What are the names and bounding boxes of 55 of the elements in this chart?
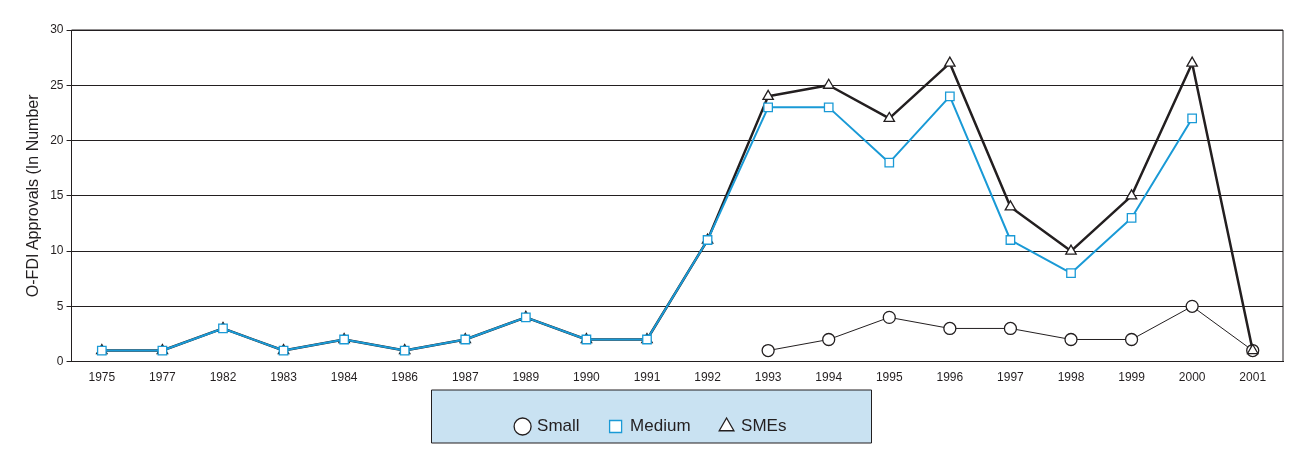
point: [822, 78, 835, 89]
point: [1185, 299, 1199, 313]
y-tick-label: 25: [50, 77, 64, 92]
point: [822, 332, 836, 347]
point: [823, 102, 834, 113]
x-tick-label: 1982: [209, 370, 237, 385]
x-tick-label: 1991: [633, 370, 661, 385]
point: [943, 321, 957, 336]
point: [1186, 56, 1198, 67]
point: [1187, 113, 1198, 124]
x-tick-label: 1984: [330, 370, 358, 385]
y-tick-label: 15: [50, 188, 64, 203]
legend-label: Small: [537, 416, 580, 436]
x-tick-label: 1989: [512, 370, 540, 385]
point: [883, 111, 896, 123]
x-tick-label: 1995: [875, 370, 903, 385]
legend-label: SMEs: [741, 416, 787, 436]
point: [1065, 244, 1077, 255]
y-axis-title: O-FDI Approvals (In Number: [24, 93, 42, 298]
x-tick-label: 1996: [936, 370, 964, 385]
point: [944, 91, 955, 102]
point: [761, 343, 775, 358]
x-tick-label: 1992: [694, 370, 722, 385]
x-tick-label: 1987: [451, 370, 479, 385]
point: [1004, 200, 1017, 211]
legend-label: Medium: [630, 416, 691, 436]
point: [762, 89, 774, 100]
x-tick-label: 1993: [754, 370, 782, 385]
x-tick-label: 1975: [88, 370, 116, 385]
x-tick-label: 1983: [270, 370, 298, 385]
point: [1126, 213, 1137, 223]
y-tick-label: 10: [50, 243, 64, 258]
point: [1066, 268, 1076, 279]
y-tick-label: 20: [50, 132, 64, 147]
x-tick-label: 1990: [573, 370, 601, 385]
y-tick-label: 5: [56, 298, 64, 313]
point: [944, 56, 956, 67]
x-tick-label: 2001: [1239, 370, 1267, 385]
point: [1125, 189, 1138, 200]
point: [882, 310, 896, 325]
x-tick-label: 1999: [1118, 370, 1146, 385]
x-tick-label: 1997: [997, 370, 1025, 385]
y-tick-label: 0: [56, 353, 64, 368]
y-tick-label: 30: [50, 22, 64, 37]
point: [1064, 332, 1078, 347]
point: [1003, 321, 1018, 336]
point: [763, 102, 774, 113]
x-tick-label: 1998: [1057, 370, 1085, 385]
x-tick-label: 1994: [815, 370, 843, 385]
x-tick-label: 1986: [391, 370, 419, 385]
point: [1124, 332, 1139, 347]
point: [884, 157, 895, 168]
x-tick-label: 1977: [149, 370, 177, 385]
x-tick-label: 2000: [1178, 370, 1206, 385]
point: [1005, 235, 1016, 245]
